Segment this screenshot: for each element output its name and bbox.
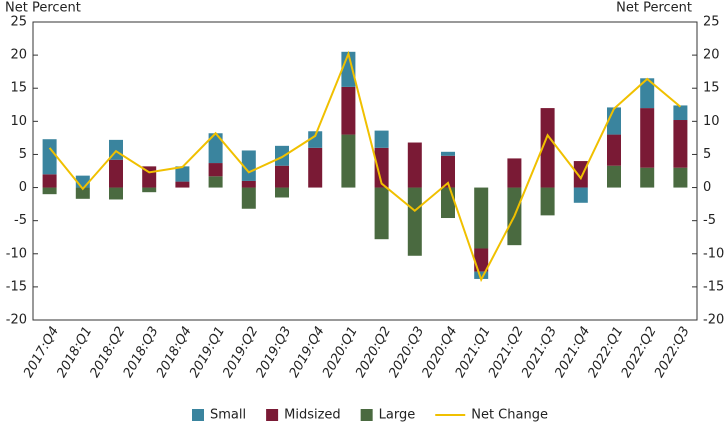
y2-tick-label: 5 xyxy=(703,147,711,162)
legend-label: Midsized xyxy=(284,408,341,423)
bar-segment xyxy=(142,187,157,193)
bar-segment xyxy=(507,158,522,188)
bar-segment xyxy=(241,150,256,181)
y-tick-label: 25 xyxy=(10,15,27,30)
y-tick-label: -10 xyxy=(6,246,27,261)
bar-segment xyxy=(275,187,289,198)
bar-segment xyxy=(175,166,190,182)
bar-segment xyxy=(75,175,90,188)
bar-segment xyxy=(308,131,323,148)
bar-segment xyxy=(607,134,621,166)
legend-swatch xyxy=(360,409,373,421)
bar-segment xyxy=(42,174,57,188)
bar-segment xyxy=(241,180,256,188)
y-tick-label: 0 xyxy=(19,180,27,195)
legend-swatch xyxy=(266,409,279,421)
bar-segment xyxy=(42,187,57,195)
legend-label: Large xyxy=(379,408,416,423)
y2-tick-label: -10 xyxy=(703,246,724,261)
bar-segment xyxy=(540,108,555,188)
legend-label: Small xyxy=(210,408,246,423)
bar-segment xyxy=(474,248,489,272)
legend-swatch xyxy=(192,409,204,421)
bar-segment xyxy=(341,86,356,135)
bar-segment xyxy=(109,159,123,188)
y2-tick-label: -5 xyxy=(703,213,716,228)
legend-label: Net Change xyxy=(471,408,548,423)
bar-segment xyxy=(374,147,389,188)
y-tick-label: -15 xyxy=(6,279,27,294)
bar-segment xyxy=(407,142,422,188)
bar-segment xyxy=(75,187,90,199)
bar-segment xyxy=(275,145,289,166)
bar-segment xyxy=(308,147,323,188)
bar-segment xyxy=(275,165,289,188)
bar-segment xyxy=(42,139,57,175)
bar-segment xyxy=(208,163,223,177)
y-tick-label: 15 xyxy=(10,81,27,96)
bar-segment xyxy=(474,271,489,279)
bar-segment xyxy=(673,167,688,188)
bar-segment xyxy=(540,187,555,216)
y2-axis-label: Net Percent xyxy=(616,1,692,16)
bar-segment xyxy=(341,134,356,188)
net-change-line xyxy=(48,50,682,283)
bar-segment xyxy=(441,151,455,156)
bar-segment xyxy=(607,165,621,188)
y2-tick-label: 25 xyxy=(703,15,720,30)
bar-segment xyxy=(640,108,655,168)
bar-segment xyxy=(407,187,422,256)
bar-segment xyxy=(208,133,223,164)
y-tick-label: 10 xyxy=(10,114,27,129)
bar-segment xyxy=(441,187,455,219)
y2-tick-label: -15 xyxy=(703,279,724,294)
y2-tick-label: -20 xyxy=(703,313,724,328)
y-tick-label: -5 xyxy=(14,213,27,228)
bar-segment xyxy=(640,78,655,109)
bar-segment xyxy=(374,130,389,148)
y2-tick-label: 10 xyxy=(703,114,720,129)
plot-frame xyxy=(32,21,698,321)
bar-segment xyxy=(573,161,588,188)
y2-tick-label: 0 xyxy=(703,180,711,195)
bar-segment xyxy=(374,187,389,240)
bar-segment xyxy=(241,187,256,209)
y-tick-label: 20 xyxy=(10,48,27,63)
y2-tick-label: 20 xyxy=(703,48,720,63)
bar-segment xyxy=(673,120,688,168)
bar-segment xyxy=(208,176,223,188)
bar-segment xyxy=(673,105,688,121)
bar-segment xyxy=(109,187,123,200)
bar-segment xyxy=(573,187,588,203)
y-axis-label: Net Percent xyxy=(5,1,81,16)
y-tick-label: -20 xyxy=(6,313,27,328)
y2-tick-label: 15 xyxy=(703,81,720,96)
y-tick-label: 5 xyxy=(19,147,27,162)
bar-segment xyxy=(474,187,489,249)
bar-segment xyxy=(175,181,190,188)
bar-segment xyxy=(640,167,655,188)
bar-segment xyxy=(441,155,455,188)
